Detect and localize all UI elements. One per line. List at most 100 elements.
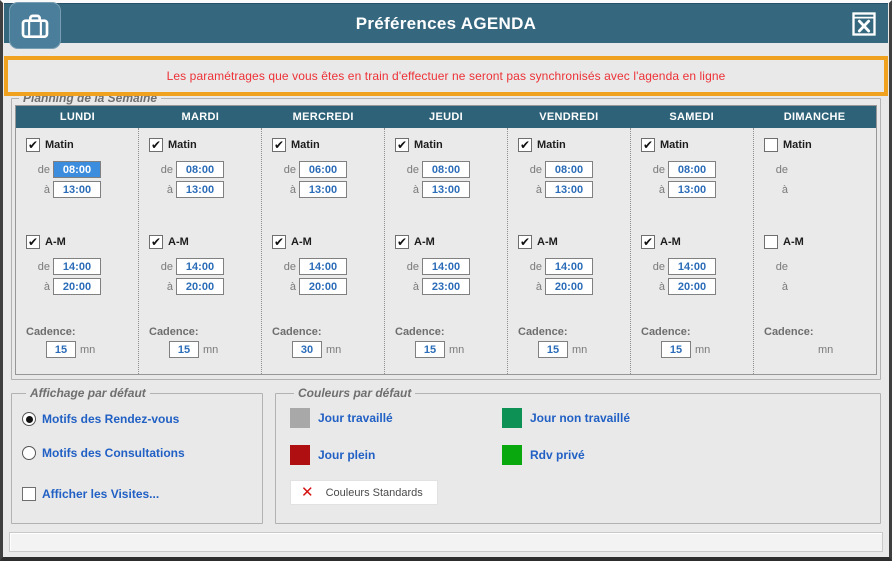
matin-from-input[interactable] bbox=[422, 161, 470, 178]
couleurs-legend: Couleurs par défaut bbox=[298, 386, 412, 400]
mn-label: mn bbox=[326, 343, 342, 356]
radio-motifs-rendez-vous[interactable] bbox=[22, 412, 36, 426]
a-label: à bbox=[658, 183, 665, 196]
jour-plein-swatch[interactable] bbox=[290, 445, 310, 465]
jour-non-travaille-swatch[interactable] bbox=[502, 408, 522, 428]
matin-checkbox[interactable] bbox=[26, 138, 40, 152]
am-from-input[interactable] bbox=[422, 258, 470, 275]
matin-checkbox[interactable] bbox=[518, 138, 532, 152]
am-label: A-M bbox=[45, 236, 66, 248]
matin-row: Matin bbox=[149, 138, 261, 152]
cadence-input[interactable] bbox=[415, 341, 445, 358]
color-label: Rdv privé bbox=[530, 448, 585, 462]
matin-checkbox[interactable] bbox=[764, 138, 778, 152]
am-checkbox[interactable] bbox=[395, 235, 409, 249]
am-from-input[interactable] bbox=[668, 258, 716, 275]
am-from-row: de bbox=[754, 258, 876, 275]
am-from-input[interactable] bbox=[176, 258, 224, 275]
cadence-input[interactable] bbox=[661, 341, 691, 358]
am-checkbox[interactable] bbox=[764, 235, 778, 249]
bottom-status-bar bbox=[9, 532, 883, 552]
am-checkbox[interactable] bbox=[272, 235, 286, 249]
de-label: de bbox=[529, 260, 542, 273]
de-label: de bbox=[283, 260, 296, 273]
am-row: A-M bbox=[764, 235, 876, 249]
cadence-row: mn bbox=[262, 341, 384, 358]
de-label: de bbox=[160, 260, 173, 273]
briefcase-icon[interactable] bbox=[9, 2, 61, 49]
visites-checkbox[interactable] bbox=[22, 487, 36, 501]
matin-to-input[interactable] bbox=[545, 181, 593, 198]
matin-to-row: à bbox=[754, 181, 876, 198]
de-label: de bbox=[775, 163, 788, 176]
cadence-input[interactable] bbox=[538, 341, 568, 358]
am-to-input[interactable] bbox=[299, 278, 347, 295]
matin-label: Matin bbox=[783, 139, 812, 151]
cadence-row: mn bbox=[631, 341, 753, 358]
matin-checkbox[interactable] bbox=[641, 138, 655, 152]
am-label: A-M bbox=[291, 236, 312, 248]
am-from-row: de bbox=[631, 258, 753, 275]
am-checkbox[interactable] bbox=[641, 235, 655, 249]
window-title: Préférences AGENDA bbox=[355, 13, 537, 33]
am-to-input[interactable] bbox=[53, 278, 101, 295]
am-row: A-M bbox=[149, 235, 261, 249]
am-row: A-M bbox=[395, 235, 507, 249]
am-to-input[interactable] bbox=[176, 278, 224, 295]
cadence-label: Cadence: bbox=[272, 326, 322, 338]
am-to-input[interactable] bbox=[668, 278, 716, 295]
color-label: Jour plein bbox=[318, 448, 376, 462]
day-header-lundi: LUNDI bbox=[59, 111, 95, 123]
am-label: A-M bbox=[783, 236, 804, 248]
option-motifs-consultations[interactable]: Motifs des Consultations bbox=[22, 446, 262, 460]
matin-from-input[interactable] bbox=[668, 161, 716, 178]
cadence-input[interactable] bbox=[292, 341, 322, 358]
cadence-input[interactable] bbox=[169, 341, 199, 358]
am-to-input[interactable] bbox=[545, 278, 593, 295]
matin-checkbox[interactable] bbox=[149, 138, 163, 152]
am-to-input[interactable] bbox=[422, 278, 470, 295]
matin-to-input[interactable] bbox=[668, 181, 716, 198]
day-header-samedi: SAMEDI bbox=[669, 111, 715, 123]
jour-travaille-swatch[interactable] bbox=[290, 408, 310, 428]
am-from-input[interactable] bbox=[299, 258, 347, 275]
rdv-prive-swatch[interactable] bbox=[502, 445, 522, 465]
am-checkbox[interactable] bbox=[518, 235, 532, 249]
couleurs-standards-button[interactable]: ✕ Couleurs Standards bbox=[290, 480, 438, 505]
matin-from-input[interactable] bbox=[176, 161, 224, 178]
matin-checkbox[interactable] bbox=[272, 138, 286, 152]
affichage-fieldset: Affichage par défaut Motifs des Rendez-v… bbox=[11, 386, 263, 524]
am-to-row: à bbox=[385, 278, 507, 295]
matin-to-input[interactable] bbox=[53, 181, 101, 198]
option-afficher-visites[interactable]: Afficher les Visites... bbox=[22, 487, 262, 501]
cadence-label: Cadence: bbox=[641, 326, 691, 338]
a-label: à bbox=[412, 183, 419, 196]
option-label: Afficher les Visites... bbox=[42, 487, 160, 501]
color-legend-grid: Jour travaillé Jour non travaillé Jour p… bbox=[290, 408, 880, 465]
am-checkbox[interactable] bbox=[149, 235, 163, 249]
am-from-input[interactable] bbox=[53, 258, 101, 275]
matin-from-input[interactable] bbox=[545, 161, 593, 178]
close-button[interactable] bbox=[849, 9, 879, 39]
matin-to-row: à bbox=[139, 181, 261, 198]
matin-to-input[interactable] bbox=[176, 181, 224, 198]
am-from-input[interactable] bbox=[545, 258, 593, 275]
week-grid: LUNDI MARDI MERCREDI JEUDI VENDREDI SAME… bbox=[15, 105, 877, 375]
cadence-row: mn bbox=[508, 341, 630, 358]
matin-checkbox[interactable] bbox=[395, 138, 409, 152]
radio-motifs-consultations[interactable] bbox=[22, 446, 36, 460]
am-row: A-M bbox=[641, 235, 753, 249]
option-motifs-rendez-vous[interactable]: Motifs des Rendez-vous bbox=[22, 412, 262, 426]
am-to-row: à bbox=[631, 278, 753, 295]
matin-from-input[interactable] bbox=[53, 161, 101, 178]
matin-to-input[interactable] bbox=[422, 181, 470, 198]
cadence-input[interactable] bbox=[46, 341, 76, 358]
mn-label: mn bbox=[80, 343, 96, 356]
am-label: A-M bbox=[660, 236, 681, 248]
am-checkbox[interactable] bbox=[26, 235, 40, 249]
matin-from-row: de bbox=[754, 161, 876, 178]
am-to-row: à bbox=[754, 278, 876, 295]
matin-from-input[interactable] bbox=[299, 161, 347, 178]
matin-to-input[interactable] bbox=[299, 181, 347, 198]
